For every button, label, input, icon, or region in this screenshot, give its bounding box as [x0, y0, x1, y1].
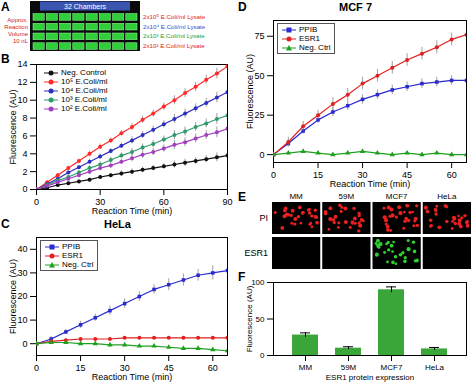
svg-text:10 nL: 10 nL: [13, 38, 29, 44]
svg-text:32 Chambers: 32 Chambers: [64, 3, 107, 10]
html-text:Neg. Ctrl: Neg. Ctrl: [299, 43, 331, 52]
svg-text:2x10⁵ E.Coli/ml Lysate: 2x10⁵ E.Coli/ml Lysate: [143, 13, 206, 20]
html-text:F: F: [238, 270, 246, 284]
svg-text:MCF7: MCF7: [381, 363, 403, 372]
svg-text:15: 15: [313, 170, 323, 180]
svg-text:Fluorescence (AU): Fluorescence (AU): [245, 54, 255, 129]
svg-text:25: 25: [254, 110, 264, 120]
html-text:C: C: [1, 217, 10, 231]
html-text:A: A: [1, 0, 10, 14]
html-text:ESR1: ESR1: [299, 34, 320, 43]
svg-text:2x10² E.Coli/ml Lysate: 2x10² E.Coli/ml Lysate: [143, 42, 205, 49]
html-text:MCF 7: MCF 7: [339, 1, 372, 13]
html-text:Neg. Control: Neg. Control: [61, 68, 106, 77]
svg-text:0: 0: [259, 149, 264, 159]
svg-text:50: 50: [256, 315, 265, 324]
svg-text:14: 14: [17, 59, 27, 69]
html-text:PPIB: PPIB: [62, 242, 81, 251]
html-text:B: B: [1, 52, 10, 66]
svg-text:30: 30: [119, 362, 130, 373]
svg-text:0: 0: [260, 351, 265, 360]
svg-text:Fluorescence (AU): Fluorescence (AU): [8, 89, 18, 164]
svg-text:PI: PI: [259, 213, 268, 223]
svg-text:6: 6: [22, 131, 27, 141]
svg-text:Reaction Time (min): Reaction Time (min): [92, 206, 173, 216]
svg-text:Approx.: Approx.: [7, 17, 28, 23]
svg-text:50: 50: [254, 71, 264, 81]
html-text:10⁴ E.Coli/ml: 10⁴ E.Coli/ml: [61, 86, 108, 95]
svg-text:MCF7: MCF7: [386, 192, 408, 201]
svg-text:100: 100: [251, 278, 265, 288]
svg-text:60: 60: [447, 170, 457, 180]
html-text:10³ E.Coli/ml: 10³ E.Coli/ml: [61, 95, 107, 104]
svg-text:HeLa: HeLa: [437, 192, 457, 201]
svg-text:10: 10: [17, 315, 27, 325]
svg-text:15: 15: [76, 363, 86, 373]
html-text:10² E.Coli/ml: 10² E.Coli/ml: [61, 104, 107, 113]
svg-text:90: 90: [222, 197, 232, 207]
svg-text:45: 45: [163, 362, 174, 373]
svg-text:20: 20: [17, 291, 27, 301]
svg-text:60: 60: [208, 363, 218, 373]
svg-text:MM: MM: [289, 192, 303, 201]
svg-text:0: 0: [34, 197, 39, 207]
html-text:HeLa: HeLa: [104, 218, 131, 230]
svg-text:2x10⁴ E.Coli/ml Lysate: 2x10⁴ E.Coli/ml Lysate: [143, 23, 206, 30]
html-text:Neg. Ctrl: Neg. Ctrl: [62, 260, 94, 269]
svg-text:30: 30: [95, 196, 106, 207]
html-text:D: D: [238, 0, 247, 14]
svg-text:75: 75: [254, 31, 264, 41]
svg-text:40: 40: [17, 244, 27, 254]
svg-text:4: 4: [22, 149, 27, 159]
svg-text:10: 10: [17, 95, 27, 105]
svg-text:12: 12: [17, 77, 27, 87]
svg-text:Reaction Time (min): Reaction Time (min): [92, 372, 173, 382]
svg-text:0: 0: [22, 339, 27, 349]
svg-text:HeLa: HeLa: [425, 363, 445, 372]
svg-text:2x10³ E.Coli/ml Lysate: 2x10³ E.Coli/ml Lysate: [143, 32, 205, 39]
svg-text:Reaction Time (min): Reaction Time (min): [330, 179, 411, 189]
svg-text:0: 0: [22, 184, 27, 194]
svg-text:ESR1: ESR1: [244, 248, 268, 258]
svg-text:59M: 59M: [339, 192, 355, 201]
html-text:10⁵ E.Coli/ml: 10⁵ E.Coli/ml: [61, 77, 108, 86]
html-text:PPIB: PPIB: [299, 25, 318, 34]
svg-text:45: 45: [402, 169, 413, 180]
svg-text:Reaction: Reaction: [4, 24, 28, 30]
svg-text:0: 0: [271, 170, 276, 180]
svg-text:2: 2: [22, 167, 27, 177]
svg-text:0: 0: [34, 363, 39, 373]
svg-text:Fluorescence (AU): Fluorescence (AU): [245, 285, 254, 352]
svg-text:ESR1 protein expression: ESR1 protein expression: [326, 373, 415, 382]
html-text:E: E: [238, 190, 246, 204]
svg-text:59M: 59M: [341, 363, 357, 372]
svg-text:60: 60: [158, 196, 169, 207]
svg-text:Volume: Volume: [8, 31, 29, 37]
html-text:ESR1: ESR1: [62, 251, 83, 260]
svg-text:Fluorescence (AU): Fluorescence (AU): [8, 259, 18, 334]
svg-text:MM: MM: [299, 363, 313, 372]
svg-text:30: 30: [357, 169, 368, 180]
svg-text:30: 30: [17, 268, 27, 278]
svg-text:8: 8: [22, 113, 27, 123]
